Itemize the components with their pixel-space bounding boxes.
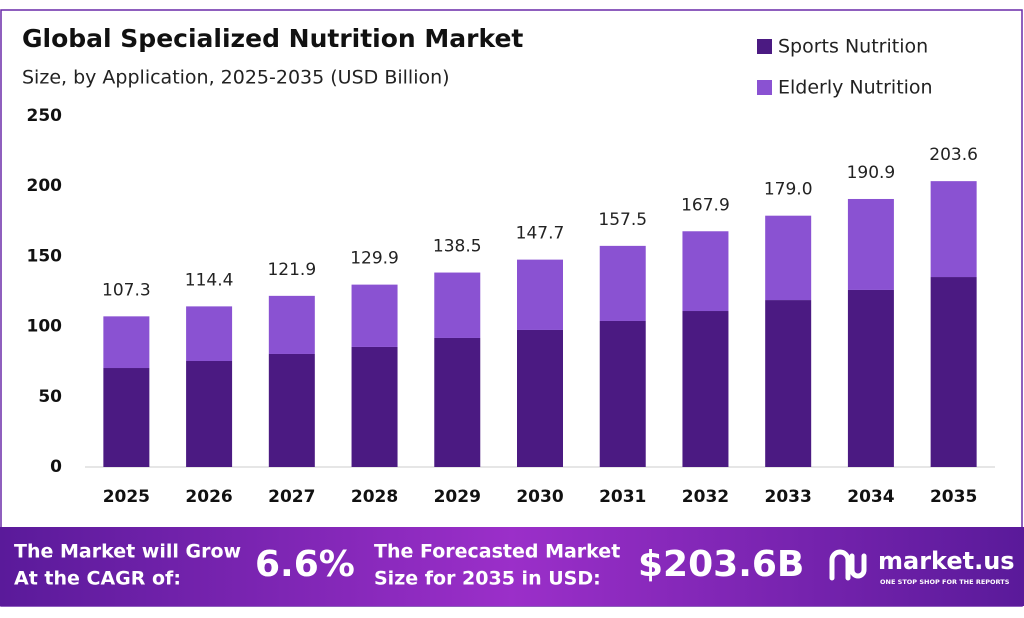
x-tick-label: 2025	[103, 487, 150, 507]
bar-segment	[765, 215, 812, 301]
total-label: 167.9	[681, 195, 730, 215]
x-tick-label: 2033	[765, 487, 812, 507]
y-tick-label: 0	[50, 457, 62, 477]
legend-label: Elderly Nutrition	[778, 77, 933, 99]
total-label: 147.7	[516, 224, 565, 244]
x-tick-label: 2031	[599, 487, 646, 507]
cagr-label: At the CAGR of:	[14, 568, 181, 590]
bar-segment	[599, 245, 646, 321]
chart-title: Global Specialized Nutrition Market	[22, 24, 523, 53]
bar-segment	[268, 353, 315, 467]
y-tick-label: 150	[27, 246, 63, 266]
y-tick-label: 50	[38, 387, 62, 407]
x-tick-label: 2032	[682, 487, 729, 507]
bar-segment	[434, 337, 481, 467]
bar-segment	[268, 295, 315, 354]
brand: market.us	[878, 547, 1015, 575]
bar-segment	[351, 284, 398, 347]
x-tick-label: 2035	[930, 487, 977, 507]
bar-segment	[186, 306, 233, 361]
bar-segment	[103, 316, 150, 369]
x-tick-label: 2034	[847, 487, 894, 507]
y-tick-label: 250	[27, 106, 63, 126]
cagr-label: The Market will Grow	[14, 541, 241, 563]
bar-segment	[847, 198, 894, 290]
bar-segment	[847, 289, 894, 467]
legend-swatch	[757, 80, 772, 95]
total-label: 121.9	[267, 260, 316, 280]
x-tick-label: 2027	[268, 487, 315, 507]
y-tick-label: 100	[27, 317, 63, 337]
x-tick-label: 2028	[351, 487, 398, 507]
bar-segment	[351, 346, 398, 467]
bar-segment	[682, 231, 729, 312]
x-tick-label: 2026	[185, 487, 232, 507]
total-label: 138.5	[433, 237, 482, 257]
bar-segment	[599, 320, 646, 467]
x-tick-label: 2030	[516, 487, 563, 507]
total-label: 190.9	[847, 163, 896, 183]
footer-band	[0, 527, 1024, 606]
tagline: ONE STOP SHOP FOR THE REPORTS	[880, 578, 1010, 586]
forecast-value: $203.6B	[638, 544, 804, 585]
bar-segment	[517, 259, 563, 330]
total-label: 114.4	[185, 270, 234, 290]
bar-segment	[682, 311, 729, 467]
legend-swatch	[757, 39, 772, 54]
bar-segment	[186, 360, 233, 467]
x-tick-label: 2029	[434, 487, 481, 507]
bar-segment	[930, 277, 977, 467]
forecast-label: Size for 2035 in USD:	[374, 568, 601, 590]
total-label: 179.0	[764, 180, 813, 200]
y-tick-label: 200	[27, 176, 63, 196]
total-label: 129.9	[350, 249, 399, 269]
bar-segment	[103, 368, 150, 467]
forecast-label: The Forecasted Market	[374, 541, 620, 563]
chart-subtitle: Size, by Application, 2025-2035 (USD Bil…	[22, 67, 450, 89]
cagr-value: 6.6%	[255, 544, 355, 585]
bar-segment	[930, 181, 977, 278]
bar-segment	[517, 329, 563, 467]
bar-segment	[434, 272, 481, 338]
total-label: 107.3	[102, 280, 151, 300]
legend-label: Sports Nutrition	[778, 36, 928, 58]
total-label: 157.5	[598, 210, 647, 230]
logo-icon	[829, 549, 867, 581]
total-label: 203.6	[929, 145, 978, 165]
bar-segment	[765, 300, 812, 467]
